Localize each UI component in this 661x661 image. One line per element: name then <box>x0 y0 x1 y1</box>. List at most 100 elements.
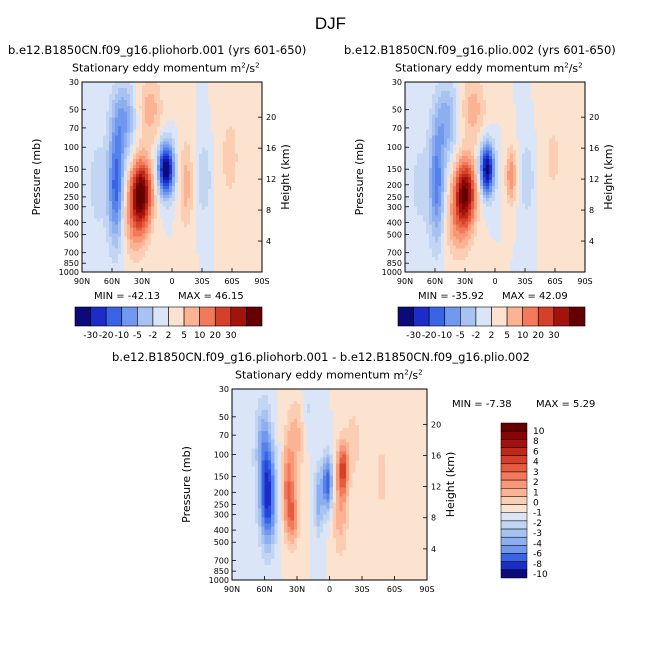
heatmap-cell <box>486 102 490 107</box>
heatmap-cell <box>172 236 176 240</box>
heatmap-cell <box>136 165 140 169</box>
heatmap-cell <box>250 99 254 104</box>
heatmap-cell <box>172 90 176 95</box>
heatmap-cell <box>151 239 155 243</box>
heatmap-cell <box>121 224 125 229</box>
heatmap-cell <box>91 188 95 193</box>
heatmap-cell <box>100 105 104 110</box>
heatmap-cell <box>106 156 110 160</box>
heatmap-cell <box>208 227 212 232</box>
heatmap-cell <box>444 117 448 122</box>
heatmap-cell <box>582 108 586 113</box>
heatmap-cell <box>193 224 197 229</box>
heatmap-cell <box>169 185 173 190</box>
heatmap-cell <box>100 135 104 140</box>
heatmap-cell <box>253 191 257 196</box>
heatmap-cell <box>232 266 236 270</box>
heatmap-cell <box>570 99 574 104</box>
heatmap-cell <box>91 182 95 187</box>
heatmap-cell <box>142 206 146 211</box>
heatmap-cell <box>492 84 496 89</box>
heatmap-cell <box>447 102 451 107</box>
heatmap-cell <box>453 111 457 116</box>
heatmap-cell <box>217 269 221 273</box>
heatmap-cell <box>172 224 176 229</box>
heatmap-cell <box>109 260 113 264</box>
heatmap-cell <box>100 168 104 172</box>
heatmap-cell <box>259 194 263 199</box>
heatmap-cell <box>136 153 140 157</box>
heatmap-cell <box>169 114 173 119</box>
heatmap-cell <box>468 108 472 113</box>
heatmap-cell <box>429 90 433 95</box>
heatmap-cell <box>118 82 122 86</box>
heatmap-cell <box>414 102 418 107</box>
heatmap-cell <box>91 227 95 232</box>
heatmap-cell <box>88 188 92 193</box>
heatmap-cell <box>184 141 188 145</box>
heatmap-cell <box>130 162 134 166</box>
heatmap-cell <box>94 108 98 113</box>
heatmap-cell <box>226 82 230 86</box>
heatmap-cell <box>91 90 95 95</box>
heatmap-cell <box>88 251 92 255</box>
heatmap-cell <box>483 108 487 113</box>
heatmap-cell <box>193 156 197 160</box>
heatmap-cell <box>543 117 547 122</box>
heatmap-cell <box>202 123 206 128</box>
heatmap-cell <box>199 132 203 137</box>
heatmap-cell <box>217 206 221 211</box>
heatmap-cell <box>196 105 200 110</box>
heatmap-cell <box>160 221 164 226</box>
heatmap-cell <box>85 138 89 142</box>
heatmap-cell <box>172 156 176 160</box>
heatmap-cell <box>232 132 236 137</box>
heatmap-cell <box>217 209 221 214</box>
heatmap-cell <box>223 239 227 243</box>
heatmap-cell <box>100 215 104 220</box>
heatmap-cell <box>534 111 538 116</box>
heatmap-cell <box>154 185 158 190</box>
heatmap-cell <box>561 114 565 119</box>
heatmap-cell <box>91 132 95 137</box>
heatmap-cell <box>534 93 538 98</box>
heatmap-cell <box>579 126 583 131</box>
panel2-plot: 3050701001502002503004005007008501000201… <box>353 78 615 286</box>
heatmap-cell <box>127 266 131 270</box>
heatmap-cell <box>414 117 418 122</box>
heatmap-cell <box>106 257 110 261</box>
heatmap-cell <box>235 233 239 237</box>
heatmap-cell <box>109 230 113 235</box>
heatmap-cell <box>139 206 143 211</box>
heatmap-cell <box>85 96 89 101</box>
heatmap-cell <box>253 188 257 193</box>
heatmap-cell <box>199 242 203 246</box>
heatmap-cell <box>166 257 170 261</box>
heatmap-cell <box>193 168 197 172</box>
heatmap-cell <box>130 96 134 101</box>
heatmap-cell <box>151 191 155 196</box>
heatmap-cell <box>121 236 125 240</box>
heatmap-cell <box>172 230 176 235</box>
heatmap-cell <box>196 197 200 202</box>
heatmap-cell <box>226 105 230 110</box>
heatmap-cell <box>229 212 233 217</box>
heatmap-cell <box>232 82 236 86</box>
heatmap-cell <box>175 257 179 261</box>
heatmap-cell <box>447 105 451 110</box>
heatmap-cell <box>106 102 110 107</box>
heatmap-cell <box>187 212 191 217</box>
heatmap-cell <box>160 224 164 229</box>
heatmap-cell <box>190 156 194 160</box>
heatmap-cell <box>417 90 421 95</box>
heatmap-cell <box>570 84 574 89</box>
heatmap-cell <box>124 147 128 151</box>
heatmap-cell <box>121 206 125 211</box>
heatmap-cell <box>244 129 248 134</box>
heatmap-cell <box>178 117 182 122</box>
heatmap-cell <box>88 266 92 270</box>
heatmap-cell <box>175 251 179 255</box>
heatmap-cell <box>205 203 209 208</box>
heatmap-cell <box>103 209 107 214</box>
heatmap-cell <box>214 144 218 148</box>
